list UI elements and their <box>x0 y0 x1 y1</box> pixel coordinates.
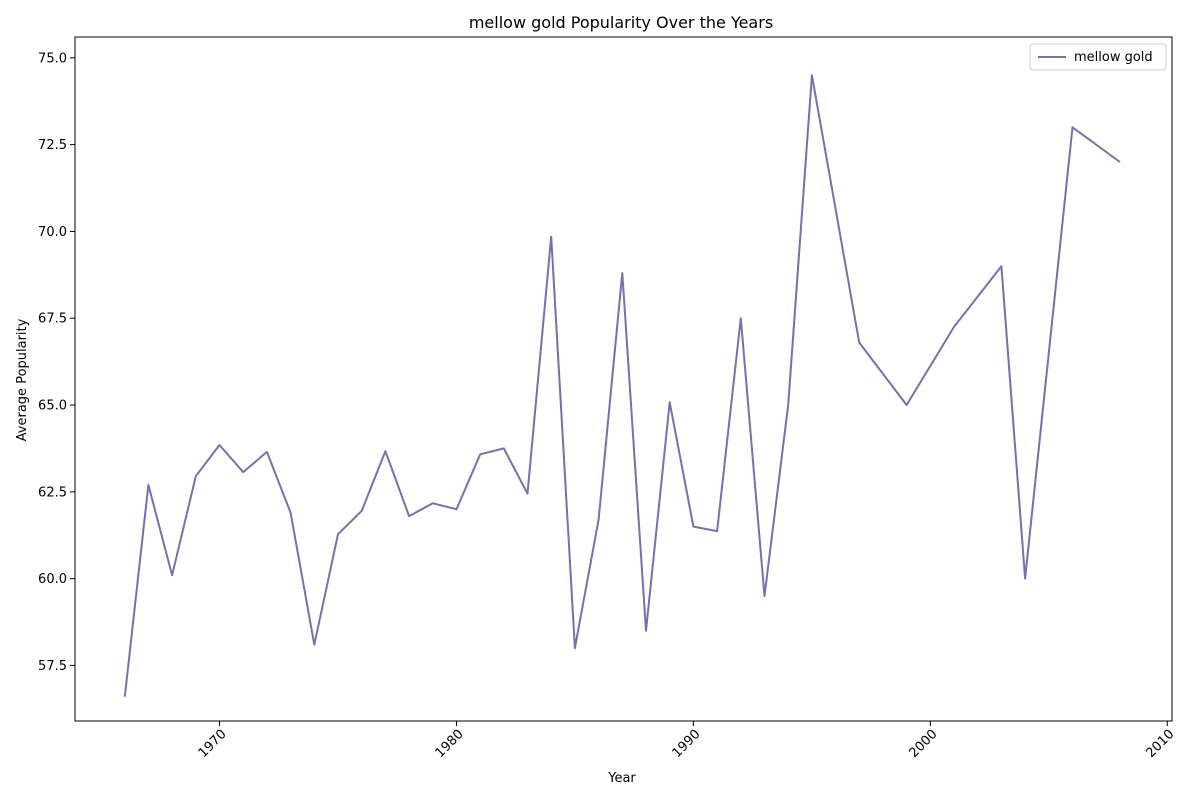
y-tick-label: 67.5 <box>38 312 67 327</box>
legend-label: mellow gold <box>1074 50 1153 65</box>
legend: mellow gold <box>1029 43 1167 71</box>
y-tick-label: 62.5 <box>38 485 67 500</box>
series-line-0 <box>123 74 1121 697</box>
chart-title: mellow gold Popularity Over the Years <box>469 13 773 32</box>
y-tick-label: 75.0 <box>38 51 67 66</box>
plot-frame <box>74 36 1173 722</box>
legend-box <box>1029 43 1167 71</box>
x-axis-title: Year <box>607 771 636 786</box>
y-axis-title: Average Popularity <box>15 318 30 441</box>
y-tick-label: 57.5 <box>38 659 67 674</box>
y-tick-label: 72.5 <box>38 138 67 153</box>
y-tick-label: 65.0 <box>38 399 67 414</box>
y-tick-label: 70.0 <box>38 225 67 240</box>
y-tick-label: 60.0 <box>38 572 67 587</box>
